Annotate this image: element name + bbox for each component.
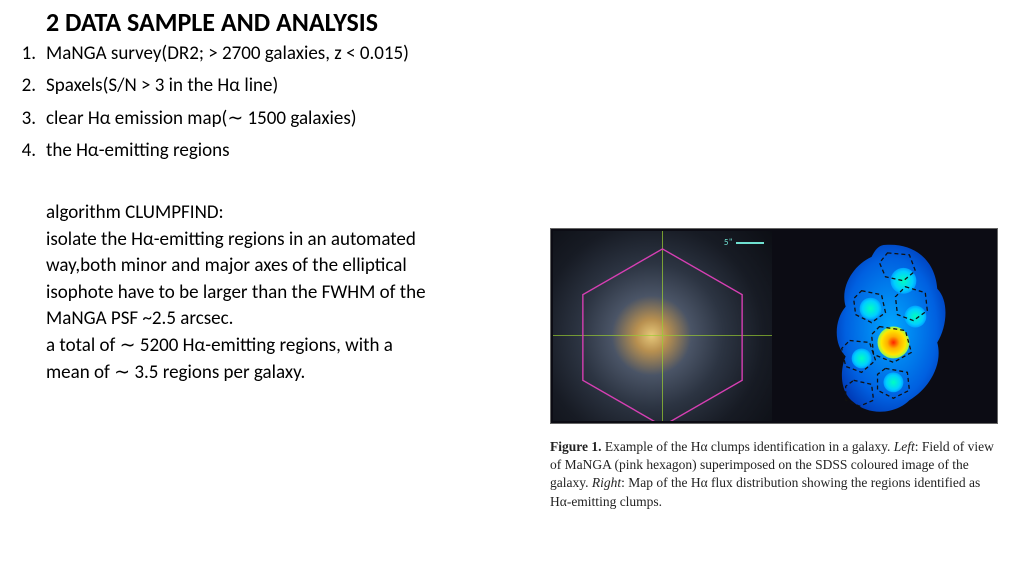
list-item: 1.MaNGA survey(DR2; > 2700 galaxies, z <… — [14, 38, 409, 70]
figure-right-panel — [776, 231, 995, 421]
hexagon-overlay — [553, 231, 772, 421]
body-line: a total of ∼ 5200 Hα-emitting regions, w… — [46, 333, 506, 360]
hot-spot — [878, 327, 910, 359]
hot-spot — [904, 306, 926, 328]
body-line: MaNGA PSF ~2.5 arcsec. — [46, 306, 506, 333]
hot-spot — [852, 348, 872, 368]
body-paragraph: algorithm CLUMPFIND: isolate the Hα-emit… — [46, 200, 506, 386]
section-title: 2 DATA SAMPLE AND ANALYSIS — [46, 6, 378, 38]
list-item-text: MaNGA survey(DR2; > 2700 galaxies, z < 0… — [46, 42, 409, 65]
hot-spot — [884, 372, 904, 392]
body-line: way,both minor and major axes of the ell… — [46, 253, 506, 280]
figure-caption: Figure 1. Example of the Hα clumps ident… — [550, 438, 998, 511]
caption-text: Example of the Hα clumps identification … — [602, 439, 894, 454]
figure-1: 5" — [550, 228, 998, 511]
numbered-list: 1.MaNGA survey(DR2; > 2700 galaxies, z <… — [14, 38, 409, 167]
list-item: 4.the Hα-emitting regions — [14, 135, 409, 167]
hot-spot — [860, 298, 882, 320]
hot-spot — [890, 268, 916, 294]
list-item-text: Spaxels(S/N > 3 in the Hα line) — [46, 74, 278, 97]
caption-left-word: Left — [894, 439, 915, 454]
crosshair-icon — [553, 231, 772, 421]
body-line: algorithm CLUMPFIND: — [46, 200, 506, 227]
caption-right-word: Right — [592, 475, 621, 490]
body-line: isolate the Hα-emitting regions in an au… — [46, 227, 506, 254]
heatmap-image — [776, 231, 995, 421]
body-line: mean of ∼ 3.5 regions per galaxy. — [46, 360, 506, 387]
figure-panels: 5" — [550, 228, 998, 424]
list-item-text: clear Hα emission map(∼ 1500 galaxies) — [46, 107, 357, 130]
list-item-text: the Hα-emitting regions — [46, 139, 230, 162]
caption-label: Figure 1. — [550, 439, 602, 454]
body-line: isophote have to be larger than the FWHM… — [46, 280, 506, 307]
list-item: 3.clear Hα emission map(∼ 1500 galaxies) — [14, 103, 409, 135]
list-item: 2.Spaxels(S/N > 3 in the Hα line) — [14, 70, 409, 102]
figure-left-panel: 5" — [553, 231, 772, 421]
